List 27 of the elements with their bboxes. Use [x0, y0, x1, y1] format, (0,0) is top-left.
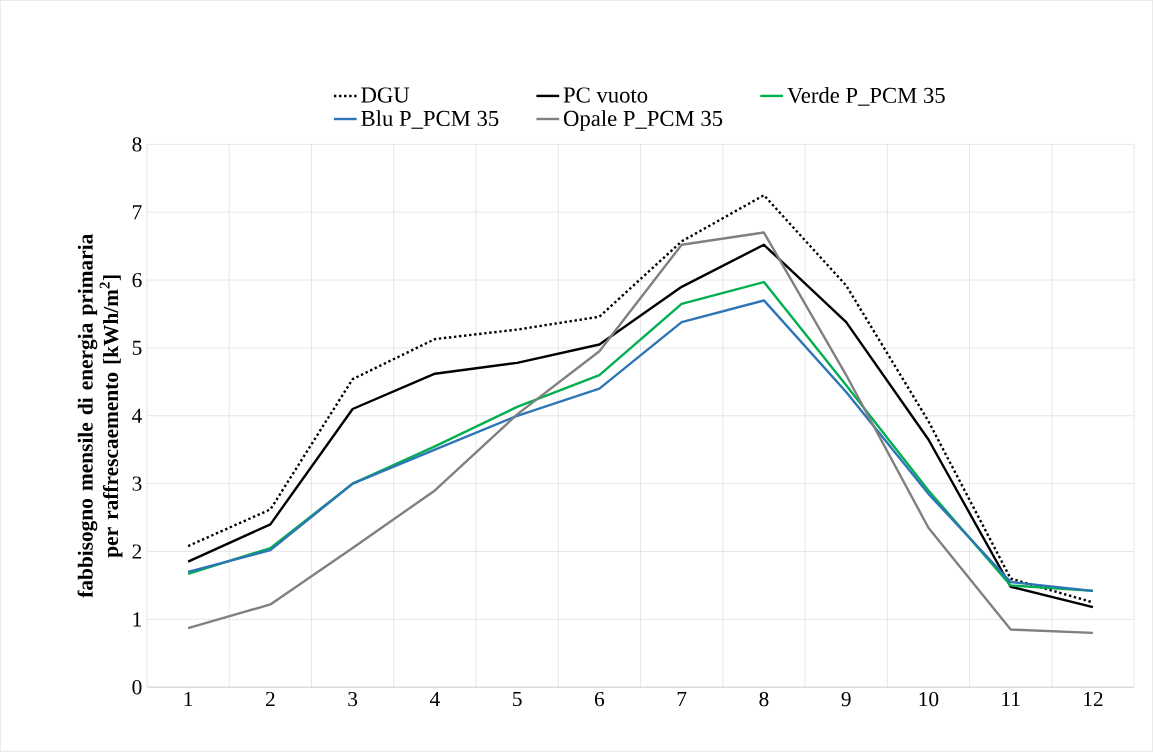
- x-tick-label: 10: [919, 692, 939, 707]
- x-tick-label: 7: [677, 692, 687, 707]
- legend-label: Verde P_PCM 35: [787, 87, 945, 106]
- x-tick-label: 11: [1002, 692, 1020, 707]
- x-tick-label: 3: [348, 692, 358, 707]
- legend-label: DGU: [361, 87, 410, 103]
- x-tick-label: 12: [1084, 692, 1103, 707]
- x-tick-label: 9: [841, 692, 851, 707]
- y-axis-title: fabbisogno mensile di energia primaria per raffrescaemento [kWh/m$^{2}$]: [77, 234, 123, 598]
- y-tick-label: 4: [132, 409, 142, 424]
- x-tick-label: 5: [513, 692, 522, 707]
- x-tick-label: 6: [594, 692, 605, 707]
- y-tick-label: 8: [132, 137, 142, 152]
- x-tick-label: 1: [184, 692, 193, 707]
- legend-label: Blu P_PCM 35: [361, 110, 499, 130]
- x-tick-label: 2: [265, 692, 275, 707]
- y-tick-label: 7: [133, 205, 142, 220]
- y-tick-label: 2: [132, 544, 142, 559]
- y-tick-label: 1: [133, 612, 142, 627]
- y-tick-label: 0: [132, 680, 142, 695]
- x-tick-label: 8: [759, 692, 769, 707]
- y-tick-label: 6: [132, 273, 142, 288]
- legend-label: PC vuoto: [563, 87, 648, 103]
- legend-label: Opale P_PCM 35: [563, 110, 723, 131]
- x-tick-label: 4: [429, 692, 440, 707]
- y-tick-label: 3: [132, 476, 142, 492]
- y-tick-label: 5: [132, 341, 142, 356]
